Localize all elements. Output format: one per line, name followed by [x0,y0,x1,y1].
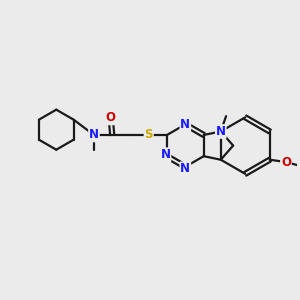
Text: S: S [145,128,153,142]
Text: O: O [106,111,116,124]
Text: N: N [180,162,190,175]
Text: N: N [216,125,226,138]
Text: N: N [180,118,190,131]
Text: O: O [281,156,291,169]
Text: N: N [160,148,170,161]
Text: N: N [89,128,99,142]
